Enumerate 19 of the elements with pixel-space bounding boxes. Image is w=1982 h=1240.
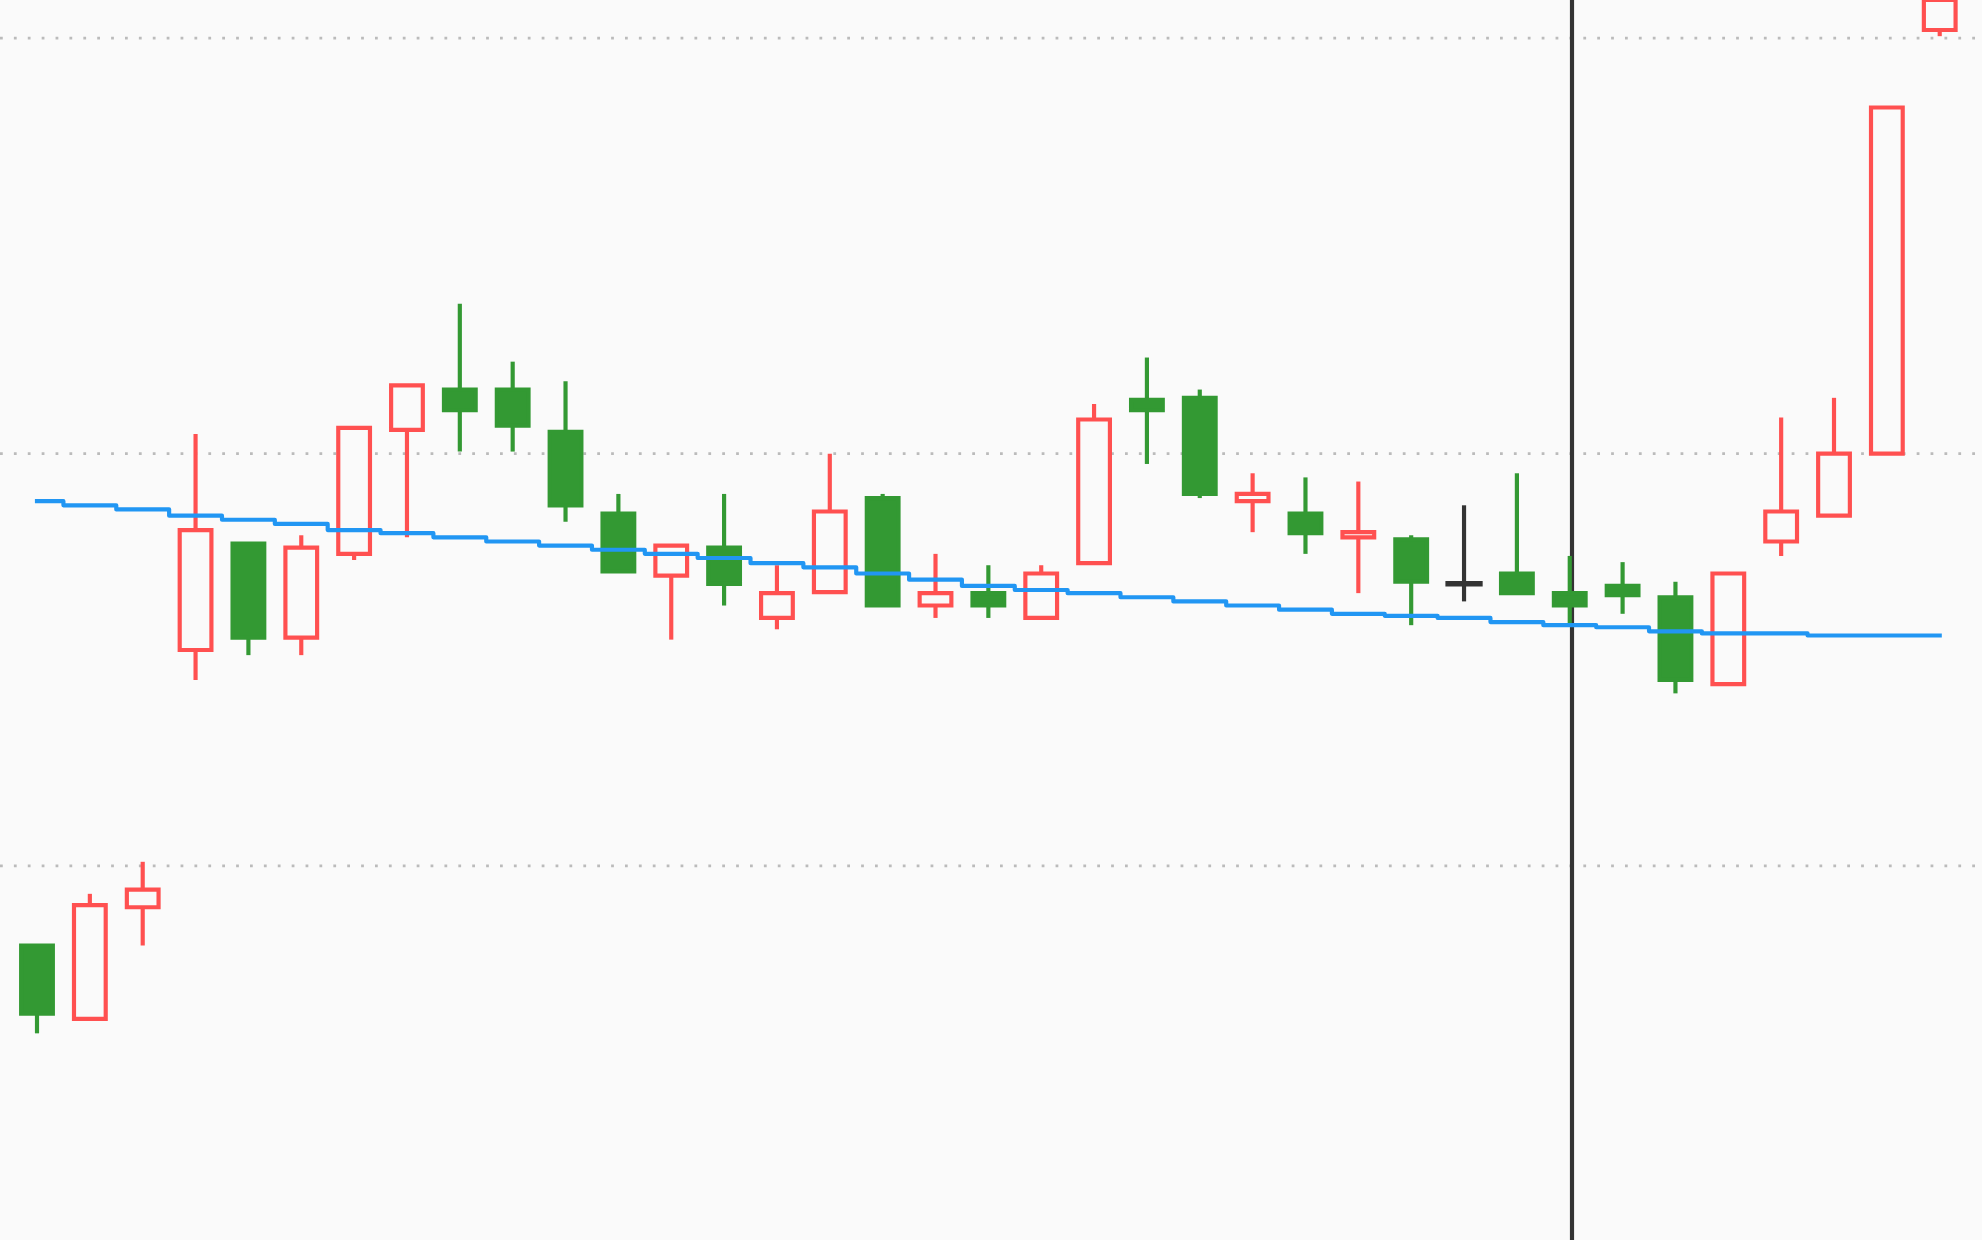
candlestick [389, 383, 425, 540]
candlestick [1498, 471, 1535, 596]
candlestick [1445, 503, 1483, 604]
candlestick [1287, 475, 1324, 556]
candlestick [706, 491, 743, 608]
candlestick [759, 563, 795, 632]
candlestick [1393, 533, 1430, 628]
candlestick [970, 563, 1007, 621]
candlestick [1128, 355, 1165, 467]
candlestick [917, 551, 954, 621]
candlestick [494, 359, 531, 454]
candlestick [1921, 0, 1958, 39]
candlestick [1234, 471, 1271, 535]
candlestick [1340, 479, 1377, 596]
candlestick [1763, 415, 1800, 559]
candlestick [124, 859, 161, 948]
candlestick [1551, 553, 1588, 628]
candlestick [1604, 560, 1641, 616]
candlestick [441, 301, 478, 454]
